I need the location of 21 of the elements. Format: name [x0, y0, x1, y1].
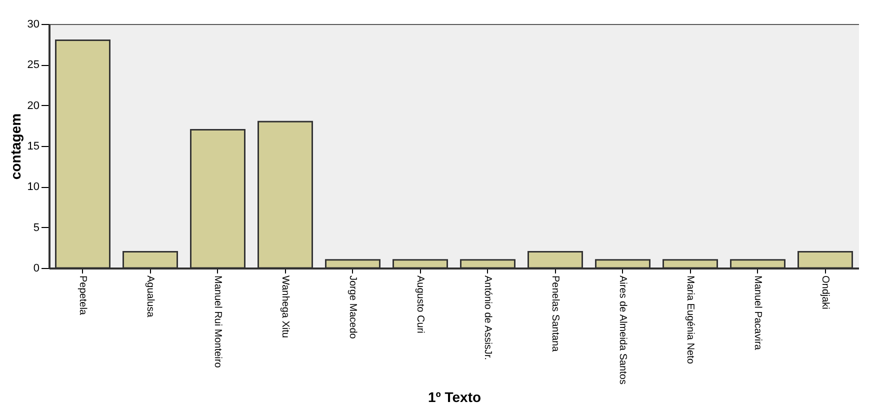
y-tick-label: 30: [27, 18, 40, 30]
x-tick-label: Agualusa: [144, 276, 156, 318]
x-axis-title: 1º Texto: [428, 389, 482, 405]
y-tick-label: 20: [27, 100, 40, 112]
x-tick-label: António de AssisJr.: [482, 276, 493, 360]
x-tick-label: Augusto Curi: [414, 276, 426, 334]
y-tick-label: 25: [27, 59, 40, 72]
x-tick-label: Penelas Santana: [549, 276, 560, 352]
y-tick-label: 15: [27, 140, 40, 152]
x-tick-label: Manuel Rui Monteiro: [212, 276, 223, 368]
x-tick-label: Maria Eugénia Neto: [684, 276, 696, 364]
x-tick-label: Manuel Pacavira: [752, 276, 763, 350]
x-tick-label: Jorge Macedo: [346, 276, 358, 340]
y-tick-label: 10: [27, 181, 40, 194]
y-tick-label: 5: [33, 222, 40, 234]
x-tick-label: Aires de Almeida Santos: [616, 276, 628, 384]
x-tick-label: Ondjaki: [819, 276, 830, 310]
x-tick-label: Wanhega Xitu: [279, 276, 290, 338]
x-tick-label: Pepetela: [76, 276, 88, 316]
y-axis-title: contagem: [7, 113, 24, 180]
y-tick-label: 0: [33, 262, 40, 274]
